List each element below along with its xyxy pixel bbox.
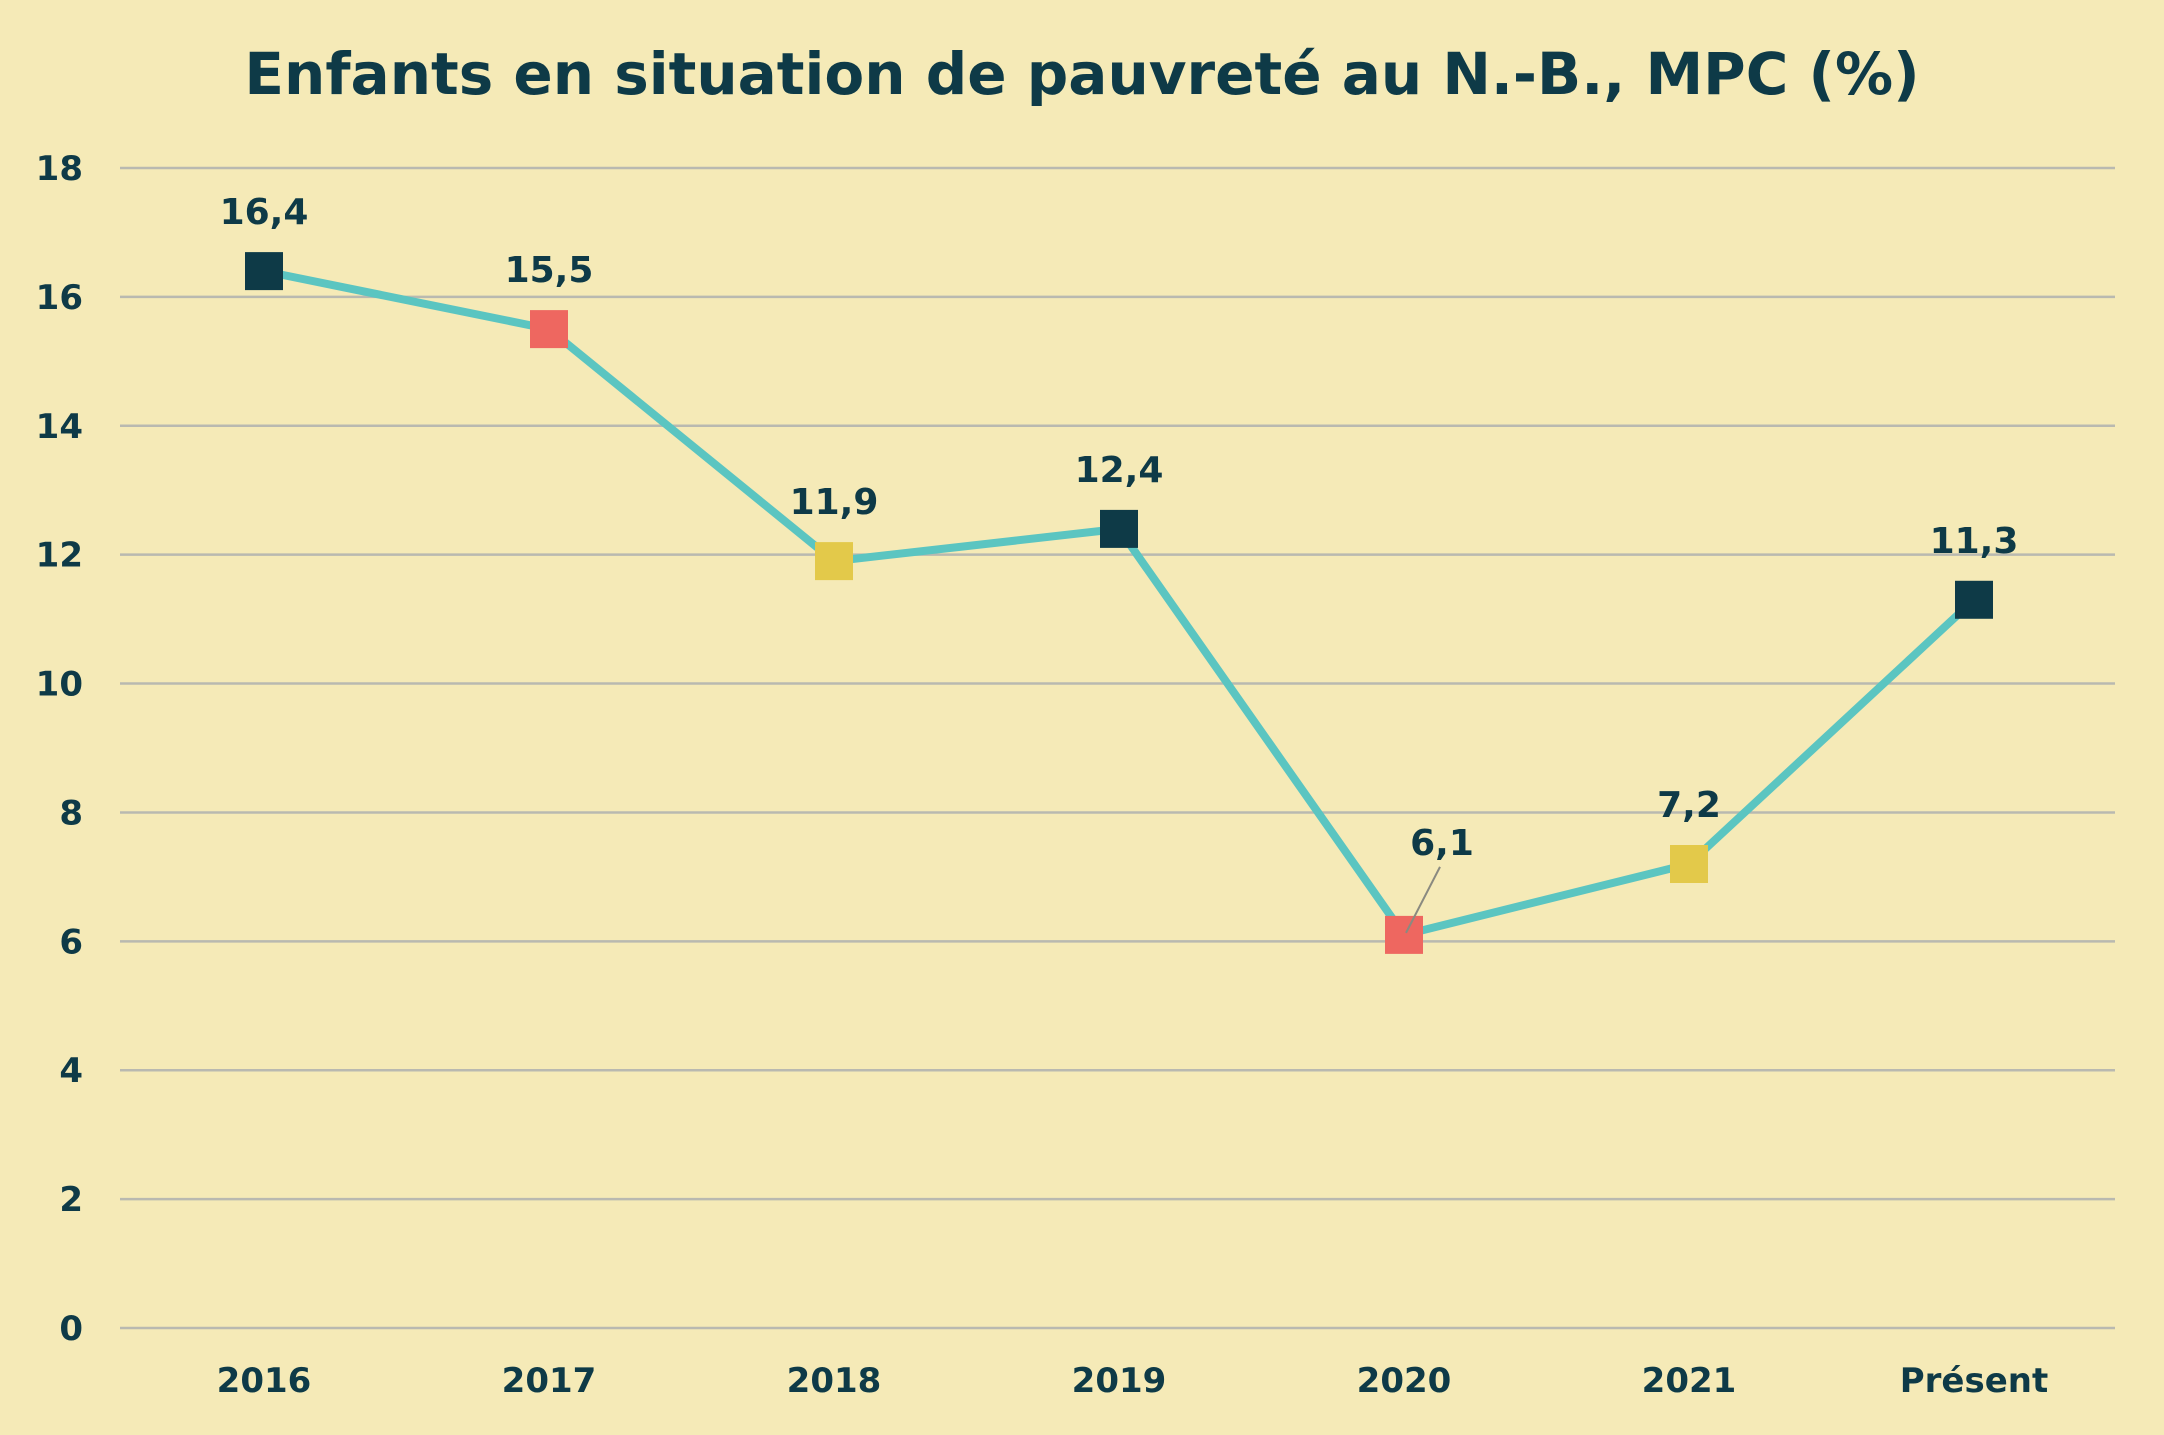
data-label: 12,4 bbox=[1075, 450, 1164, 491]
y-tick-label: 12 bbox=[36, 536, 83, 576]
data-label: 15,5 bbox=[505, 250, 594, 291]
x-tick-label: 2019 bbox=[1072, 1361, 1167, 1401]
x-tick-label: 2018 bbox=[787, 1361, 882, 1401]
data-point-marker bbox=[530, 310, 568, 349]
y-tick-label: 6 bbox=[59, 922, 83, 962]
y-tick-label: 10 bbox=[36, 665, 83, 705]
y-axis-tick-labels: 0 2 4 6 8 10 12 14 16 18 bbox=[36, 149, 83, 1349]
x-tick-label: 2016 bbox=[217, 1361, 312, 1401]
data-label-leader-line bbox=[1405, 866, 1441, 934]
data-point-marker bbox=[1955, 580, 1993, 619]
x-tick-label: 2017 bbox=[502, 1361, 597, 1401]
data-point-marker bbox=[1100, 509, 1138, 548]
y-tick-label: 8 bbox=[59, 793, 83, 833]
data-label: 11,9 bbox=[790, 482, 879, 523]
x-tick-label: Présent bbox=[1900, 1361, 2049, 1401]
data-point-marker bbox=[815, 542, 853, 581]
data-point-marker bbox=[1670, 845, 1708, 883]
x-tick-label: 2021 bbox=[1642, 1361, 1737, 1401]
data-point-marker bbox=[1385, 915, 1423, 954]
x-axis-tick-labels: 2016 2017 2018 2019 2020 2021 Présent bbox=[217, 1361, 2049, 1401]
y-tick-label: 16 bbox=[36, 278, 83, 318]
data-series bbox=[245, 252, 1993, 954]
y-tick-label: 4 bbox=[59, 1051, 83, 1091]
y-tick-label: 2 bbox=[59, 1180, 83, 1220]
series-line bbox=[260, 267, 1978, 939]
grid-lines bbox=[120, 166, 2115, 1330]
data-label: 11,3 bbox=[1930, 521, 2019, 562]
data-label: 16,4 bbox=[220, 192, 309, 233]
y-tick-label: 0 bbox=[59, 1309, 83, 1349]
y-tick-label: 14 bbox=[36, 407, 83, 447]
x-tick-label: 2020 bbox=[1357, 1361, 1452, 1401]
chart-title: Enfants en situation de pauvreté au N.-B… bbox=[244, 40, 1919, 108]
data-point-marker bbox=[245, 252, 283, 291]
data-labels: 16,4 15,5 11,9 12,4 6,1 7,2 11,3 bbox=[220, 192, 2019, 934]
data-label: 7,2 bbox=[1657, 785, 1721, 826]
data-label: 6,1 bbox=[1410, 823, 1474, 864]
y-tick-label: 18 bbox=[36, 149, 83, 189]
